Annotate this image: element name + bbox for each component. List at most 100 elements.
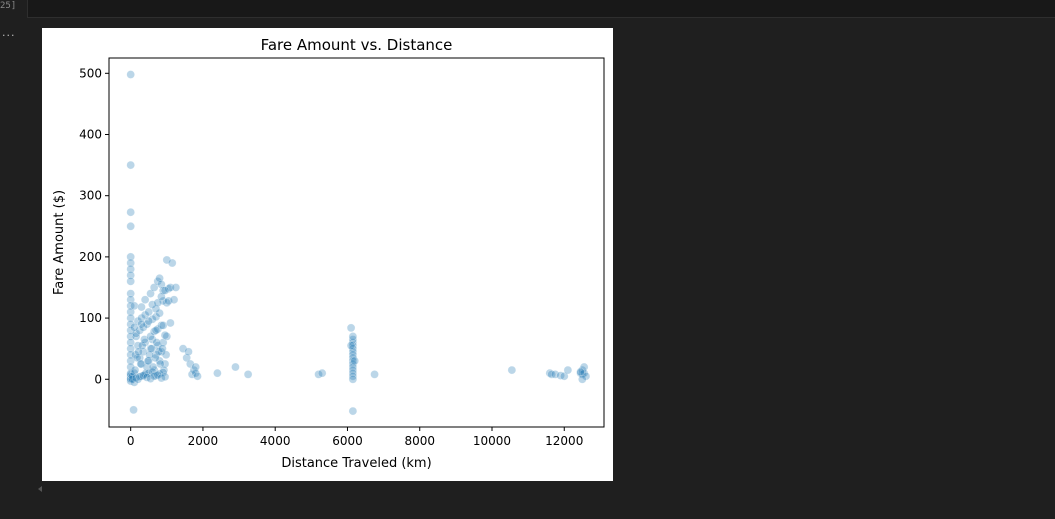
- data-point: [137, 302, 146, 312]
- data-point: [563, 365, 573, 375]
- data-point: [140, 335, 149, 344]
- data-point: [193, 371, 202, 381]
- y-tick-label: 500: [79, 66, 102, 80]
- data-point: [130, 301, 139, 311]
- data-point: [126, 344, 135, 353]
- x-tick-label: 8000: [404, 434, 435, 448]
- data-point: [157, 321, 166, 330]
- data-point: [547, 370, 556, 379]
- data-point: [148, 362, 158, 372]
- data-point: [155, 356, 164, 366]
- plot-frame: [108, 57, 605, 428]
- data-point: [126, 313, 135, 323]
- data-point: [348, 332, 358, 341]
- data-point: [126, 70, 135, 79]
- data-point: [314, 370, 323, 379]
- data-point: [162, 255, 172, 265]
- x-tick-label: 12000: [545, 434, 583, 448]
- data-point: [126, 264, 135, 274]
- data-point: [147, 344, 156, 353]
- y-tick-label: 100: [79, 311, 102, 325]
- data-point: [346, 323, 356, 333]
- data-point: [126, 356, 135, 366]
- data-point: [126, 207, 135, 217]
- data-point: [346, 341, 356, 350]
- data-point: [126, 338, 135, 347]
- data-point: [133, 341, 143, 350]
- data-point: [126, 326, 135, 335]
- y-tick-label: 400: [79, 127, 102, 141]
- x-tick-label: 6000: [332, 434, 363, 448]
- scatter-chart: 0 2000 4000 6000 8000 10000 12000 0 100 200 300 40…: [52, 36, 605, 471]
- notebook-top-bar: 25]: [0, 0, 1055, 18]
- data-point: [579, 362, 589, 372]
- data-point: [126, 350, 135, 360]
- data-point: [158, 321, 168, 330]
- data-point: [164, 296, 173, 306]
- data-point: [348, 371, 358, 381]
- data-point: [126, 301, 135, 311]
- data-point: [148, 367, 157, 377]
- data-point: [169, 295, 179, 304]
- data-point: [152, 338, 161, 347]
- data-point: [161, 350, 171, 360]
- data-point: [155, 308, 164, 318]
- data-point: [556, 371, 565, 380]
- data-point: [126, 277, 135, 286]
- data-point: [135, 372, 144, 382]
- code-cell-input[interactable]: [27, 0, 1055, 18]
- data-point: [130, 365, 140, 375]
- y-axis-label: Fare Amount ($): [52, 190, 67, 295]
- data-point: [160, 372, 170, 382]
- data-point: [348, 375, 358, 384]
- data-point: [144, 307, 153, 317]
- points-layer: [126, 70, 591, 416]
- data-point: [158, 368, 168, 377]
- data-point: [187, 370, 197, 379]
- data-point: [213, 368, 222, 378]
- data-point: [137, 319, 146, 329]
- data-point: [148, 300, 157, 309]
- x-tick-label: 10000: [473, 434, 511, 448]
- data-point: [149, 371, 159, 381]
- output-prompt[interactable]: ...: [2, 26, 16, 39]
- x-tick-label: 2000: [188, 434, 219, 448]
- execution-count: 25]: [0, 1, 17, 11]
- data-point: [184, 347, 193, 356]
- cell-output-figure: 0 2000 4000 6000 8000 10000 12000 0 100 200 300 40…: [42, 28, 613, 481]
- data-point: [348, 341, 358, 350]
- data-point: [136, 359, 146, 369]
- x-tick-label: 4000: [260, 434, 291, 448]
- data-point: [576, 367, 585, 377]
- data-point: [191, 362, 200, 372]
- data-point: [350, 356, 359, 366]
- data-point: [144, 316, 153, 326]
- data-point: [231, 362, 240, 372]
- data-point: [348, 368, 358, 378]
- data-point: [348, 406, 358, 416]
- data-point: [126, 319, 135, 329]
- data-point: [178, 344, 188, 353]
- data-point: [153, 370, 163, 380]
- data-point: [140, 295, 150, 304]
- data-point: [126, 270, 135, 280]
- chart-title: Fare Amount vs. Distance: [261, 36, 453, 54]
- data-point: [160, 330, 170, 340]
- y-ticks: 0 100 200 300 400 500: [79, 66, 109, 386]
- data-point: [507, 365, 517, 375]
- scroll-left-arrow-icon[interactable]: [38, 486, 42, 492]
- data-point: [166, 318, 175, 328]
- data-point: [348, 365, 358, 375]
- data-point: [130, 323, 139, 332]
- y-tick-label: 200: [79, 250, 102, 264]
- data-point: [126, 289, 135, 298]
- data-point: [157, 373, 166, 383]
- y-tick-label: 0: [94, 372, 102, 386]
- data-point: [129, 405, 138, 415]
- data-point: [167, 258, 177, 268]
- y-tick-label: 300: [79, 189, 102, 203]
- x-axis-label: Distance Traveled (km): [281, 456, 431, 471]
- data-point: [160, 286, 170, 295]
- data-point: [151, 326, 161, 335]
- x-tick-label: 0: [127, 434, 135, 448]
